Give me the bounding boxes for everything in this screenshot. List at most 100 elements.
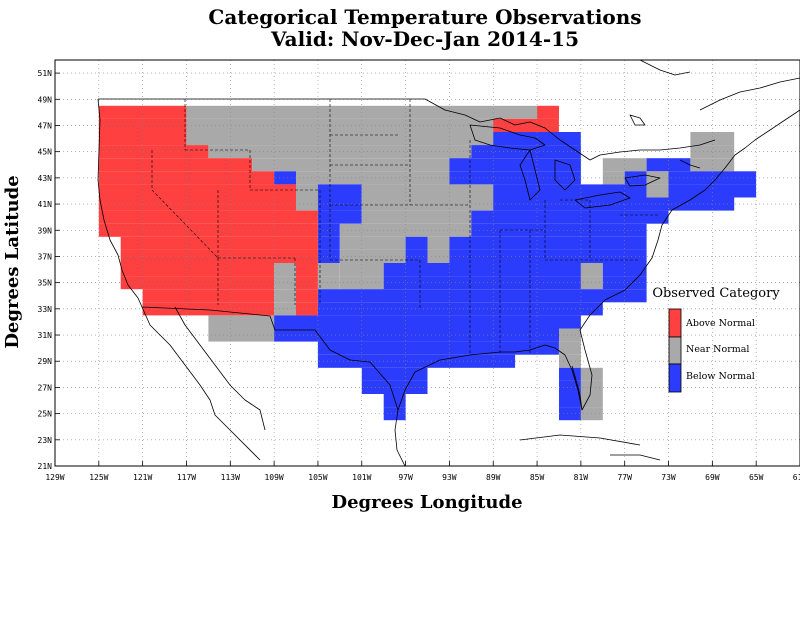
- cell-near-normal: [208, 315, 275, 329]
- us-canada-border: [98, 98, 716, 161]
- lat-tick-label: 21N: [38, 462, 53, 471]
- cell-above-normal: [98, 210, 318, 224]
- west-coastline: [97, 98, 261, 461]
- lat-tick-label: 33N: [38, 305, 53, 314]
- lon-tick-label: 125W: [89, 473, 108, 482]
- lat-tick-label: 43N: [38, 174, 53, 183]
- cell-near-normal: [339, 263, 384, 277]
- map-outlines: [97, 60, 800, 466]
- cell-near-normal: [339, 276, 384, 290]
- cell-below-normal: [449, 158, 581, 172]
- mexico-gulf-coastline: [394, 409, 406, 466]
- cell-near-normal: [274, 302, 296, 316]
- lon-tick-label: 85W: [530, 473, 545, 482]
- cell-near-normal: [317, 263, 340, 277]
- cell-below-normal: [668, 184, 757, 198]
- lon-tick-label: 109W: [264, 473, 283, 482]
- legend-swatch-above-normal: [668, 308, 682, 338]
- cell-below-normal: [361, 367, 428, 381]
- cell-below-normal: [317, 249, 340, 263]
- cell-below-normal: [274, 315, 581, 329]
- legend-swatch-near-normal: [668, 336, 682, 365]
- lon-tick-label: 121W: [133, 473, 152, 482]
- cell-above-normal: [98, 223, 318, 237]
- cell-below-normal: [668, 171, 757, 185]
- cell-below-normal: [405, 236, 428, 250]
- lon-tick-label: 73W: [661, 473, 676, 482]
- cell-above-normal: [296, 302, 318, 316]
- cell-below-normal: [317, 236, 340, 250]
- cell-below-normal: [317, 210, 362, 224]
- legend: Observed Category Above Normal Near Norm…: [652, 286, 780, 393]
- lat-tick-label: 35N: [38, 279, 53, 288]
- lon-tick-label: 77W: [617, 473, 632, 482]
- cell-below-normal: [559, 394, 581, 408]
- cell-near-normal: [296, 171, 450, 185]
- axis-ticks: 129W 125W 121W 117W 113W 109W 105W 101W 97W 93W 89…: [38, 69, 800, 482]
- cell-above-normal: [98, 197, 296, 211]
- lat-tick-label: 29N: [38, 357, 53, 366]
- cell-below-normal: [383, 407, 406, 421]
- cell-below-normal: [559, 367, 581, 381]
- state-boundaries: [151, 99, 660, 355]
- cell-near-normal: [274, 289, 296, 303]
- cell-near-normal: [317, 276, 340, 290]
- lat-tick-label: 47N: [38, 121, 53, 130]
- cell-above-normal: [296, 289, 318, 303]
- us-mexico-border: [141, 306, 399, 411]
- cell-near-normal: [339, 223, 472, 237]
- cell-below-normal: [602, 276, 647, 290]
- cell-below-normal: [317, 354, 516, 368]
- lat-tick-label: 25N: [38, 410, 53, 419]
- cell-below-normal: [471, 210, 669, 224]
- cell-below-normal: [493, 184, 647, 198]
- cell-near-normal: [274, 276, 296, 290]
- cell-above-normal: [142, 289, 275, 303]
- cell-above-normal: [120, 263, 275, 277]
- lon-tick-label: 117W: [177, 473, 196, 482]
- legend-label-above-normal: Above Normal: [685, 318, 755, 329]
- lon-tick-label: 65W: [749, 473, 764, 482]
- map-title-line2: Valid: Nov-Dec-Jan 2014-15: [270, 27, 579, 51]
- lat-tick-label: 37N: [38, 252, 53, 261]
- cell-near-normal: [602, 171, 625, 185]
- lon-tick-label: 97W: [398, 473, 413, 482]
- cell-near-normal: [559, 354, 581, 368]
- cell-above-normal: [98, 118, 187, 132]
- cell-near-normal: [296, 197, 318, 211]
- lon-tick-label: 101W: [352, 473, 371, 482]
- cell-near-normal: [559, 328, 581, 342]
- baja-coastline: [174, 306, 266, 431]
- cell-near-normal: [580, 263, 603, 277]
- legend-swatch-below-normal: [668, 363, 682, 393]
- plot-frame: [54, 59, 800, 467]
- cell-near-normal: [427, 236, 450, 250]
- cell-below-normal: [449, 236, 647, 250]
- lat-tick-label: 41N: [38, 200, 53, 209]
- great-lakes-outline: [469, 124, 661, 209]
- cell-above-normal: [296, 263, 318, 277]
- lon-tick-label: 89W: [486, 473, 501, 482]
- cell-below-normal: [361, 380, 428, 394]
- gulf-coastline: [397, 344, 583, 411]
- cell-above-normal: [142, 302, 275, 316]
- cell-above-normal: [120, 276, 275, 290]
- cell-below-normal: [602, 263, 647, 277]
- cell-near-normal: [361, 184, 494, 198]
- cell-near-normal: [690, 132, 735, 146]
- cell-near-normal: [580, 394, 603, 408]
- lat-tick-label: 49N: [38, 95, 53, 104]
- lat-tick-label: 45N: [38, 148, 53, 157]
- cell-below-normal: [405, 249, 428, 263]
- lon-tick-label: 93W: [442, 473, 457, 482]
- cell-above-normal: [98, 145, 209, 159]
- legend-title: Observed Category: [652, 286, 780, 301]
- cell-below-normal: [383, 263, 581, 277]
- cell-near-normal: [646, 184, 669, 198]
- cell-below-normal: [317, 184, 362, 198]
- cell-below-normal: [471, 223, 647, 237]
- cell-above-normal: [98, 171, 275, 185]
- cell-near-normal: [208, 328, 275, 342]
- cell-above-normal: [120, 236, 318, 250]
